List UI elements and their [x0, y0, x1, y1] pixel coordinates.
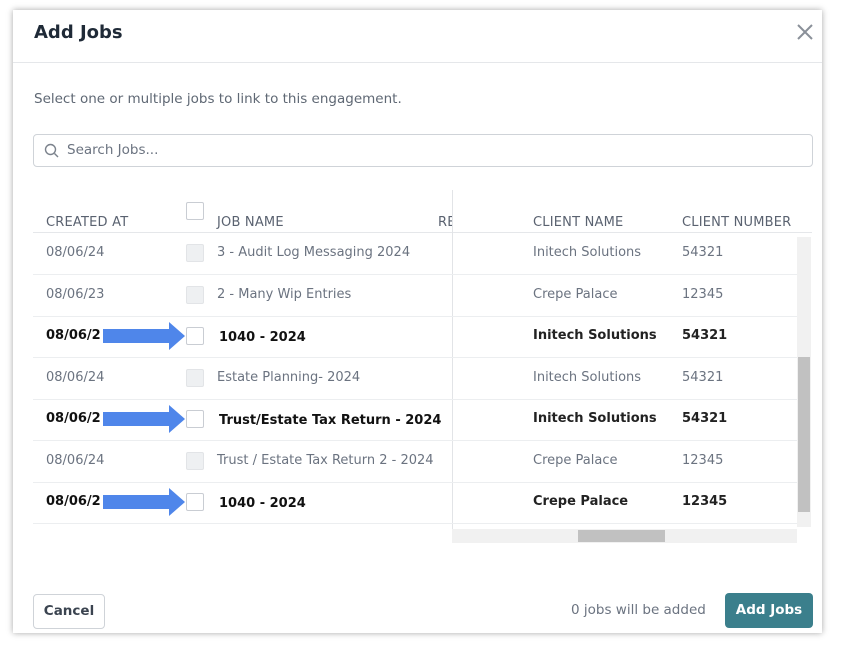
row-checkbox[interactable]: [186, 493, 204, 511]
search-placeholder: Search Jobs...: [67, 142, 159, 158]
row-checkbox: [186, 368, 204, 387]
horizontal-scrollbar[interactable]: [452, 529, 797, 543]
job-name: 1040 - 2024: [219, 496, 306, 511]
client-name: Initech Solutions: [533, 245, 642, 260]
modal-title: Add Jobs: [34, 22, 123, 43]
client-number: 54321: [682, 328, 728, 343]
modal: Add Jobs Select one or multiple jobs to …: [13, 10, 822, 633]
row-border: [33, 523, 797, 524]
job-name: 1040 - 2024: [219, 330, 306, 345]
column-header: CREATED AT: [46, 215, 129, 230]
row-border: [33, 315, 797, 317]
row-border: [33, 481, 797, 483]
row-border: [33, 274, 797, 275]
created-at: 08/06/24: [46, 452, 105, 468]
job-name: 2 - Many Wip Entries: [217, 286, 352, 302]
scroll-thumb[interactable]: [578, 530, 665, 542]
job-name: Trust / Estate Tax Return 2 - 2024: [217, 452, 434, 468]
divider: [13, 62, 822, 63]
job-name: Trust/Estate Tax Return - 2024: [219, 413, 442, 428]
add-jobs-button[interactable]: Add Jobs: [725, 593, 813, 628]
client-number: 54321: [682, 411, 728, 426]
client-number: 12345: [682, 494, 728, 509]
header-border: [33, 232, 812, 233]
client-name: Initech Solutions: [533, 369, 642, 385]
job-name: Estate Planning- 2024: [217, 369, 361, 385]
jobs-table: CREATED AT JOB NAME RE CLIENT NAME CLIENT NU…: [33, 190, 812, 545]
vertical-scrollbar[interactable]: [797, 237, 811, 527]
arrow: [103, 322, 185, 350]
created-at: 08/06/2: [46, 411, 101, 426]
row-checkbox: [186, 451, 204, 470]
created-at: 08/06/2: [46, 494, 101, 509]
created-at: 08/06/23: [46, 286, 105, 302]
column-header: JOB NAME: [217, 215, 284, 230]
column-header: RE: [438, 215, 452, 230]
client-number: 12345: [682, 286, 724, 302]
row-checkbox: [186, 285, 204, 304]
client-number: 54321: [682, 245, 724, 260]
row-border: [33, 398, 797, 400]
arrow: [103, 405, 185, 433]
job-name: 3 - Audit Log Messaging 2024: [217, 245, 411, 260]
row-checkbox[interactable]: [186, 410, 204, 428]
row-border: [33, 357, 797, 358]
column-divider: [452, 190, 453, 540]
arrow: [103, 488, 185, 516]
status-text: 0 jobs will be added: [571, 602, 706, 618]
column-header: CLIENT NAME: [533, 215, 624, 230]
close-button[interactable]: [796, 23, 814, 41]
client-number: 54321: [682, 369, 724, 385]
client-name: Crepe Palace: [533, 452, 618, 468]
created-at: 08/06/2: [46, 328, 101, 343]
search-icon: [44, 143, 59, 158]
row-checkbox[interactable]: [186, 327, 204, 345]
column-header: CLIENT NUMBER: [682, 215, 792, 230]
client-name: Crepe Palace: [533, 494, 629, 509]
cancel-button[interactable]: Cancel: [33, 594, 105, 629]
client-name: Initech Solutions: [533, 328, 657, 343]
created-at: 08/06/24: [46, 369, 105, 385]
search-box[interactable]: Search Jobs...: [33, 134, 813, 167]
client-name: Crepe Palace: [533, 286, 618, 302]
client-name: Initech Solutions: [533, 411, 657, 426]
select-all-checkbox[interactable]: [186, 202, 204, 220]
description: Select one or multiple jobs to link to t…: [34, 91, 402, 107]
scroll-thumb[interactable]: [798, 357, 810, 512]
row-checkbox: [186, 244, 204, 262]
created-at: 08/06/24: [46, 245, 105, 260]
client-number: 12345: [682, 452, 724, 468]
row-border: [33, 440, 797, 441]
